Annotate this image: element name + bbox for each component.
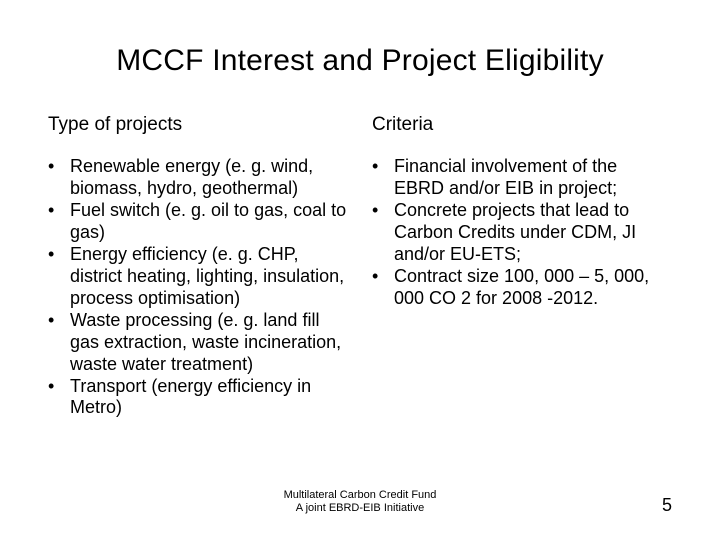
left-column: Type of projects •Renewable energy (e. g… [48, 114, 348, 419]
footer-line-2: A joint EBRD-EIB Initiative [0, 502, 720, 516]
footer-line-1: Multilateral Carbon Credit Fund [0, 489, 720, 503]
right-list: •Financial involvement of the EBRD and/o… [372, 156, 672, 310]
list-item-text: Renewable energy (e. g. wind, biomass, h… [70, 156, 348, 200]
page-number: 5 [662, 495, 672, 516]
list-item-text: Financial involvement of the EBRD and/or… [394, 156, 672, 200]
list-item-text: Fuel switch (e. g. oil to gas, coal to g… [70, 200, 348, 244]
bullet-icon: • [48, 244, 70, 310]
list-item: •Energy efficiency (e. g. CHP, district … [48, 244, 348, 310]
bullet-icon: • [372, 266, 394, 310]
bullet-icon: • [372, 200, 394, 266]
list-item-text: Transport (energy efficiency in Metro) [70, 376, 348, 420]
list-item: •Transport (energy efficiency in Metro) [48, 376, 348, 420]
bullet-icon: • [48, 376, 70, 420]
slide: MCCF Interest and Project Eligibility Ty… [0, 0, 720, 540]
bullet-icon: • [372, 156, 394, 200]
slide-title: MCCF Interest and Project Eligibility [48, 44, 672, 78]
list-item-text: Energy efficiency (e. g. CHP, district h… [70, 244, 348, 310]
list-item-text: Concrete projects that lead to Carbon Cr… [394, 200, 672, 266]
list-item: •Financial involvement of the EBRD and/o… [372, 156, 672, 200]
bullet-icon: • [48, 156, 70, 200]
list-item: •Renewable energy (e. g. wind, biomass, … [48, 156, 348, 200]
right-heading: Criteria [372, 114, 672, 136]
content-columns: Type of projects •Renewable energy (e. g… [48, 114, 672, 419]
list-item: •Concrete projects that lead to Carbon C… [372, 200, 672, 266]
list-item: •Contract size 100, 000 – 5, 000, 000 CO… [372, 266, 672, 310]
left-list: •Renewable energy (e. g. wind, biomass, … [48, 156, 348, 419]
list-item-text: Contract size 100, 000 – 5, 000, 000 CO … [394, 266, 672, 310]
right-column: Criteria •Financial involvement of the E… [372, 114, 672, 419]
bullet-icon: • [48, 200, 70, 244]
list-item: •Waste processing (e. g. land fill gas e… [48, 310, 348, 376]
list-item: •Fuel switch (e. g. oil to gas, coal to … [48, 200, 348, 244]
footer: Multilateral Carbon Credit Fund A joint … [0, 489, 720, 517]
list-item-text: Waste processing (e. g. land fill gas ex… [70, 310, 348, 376]
bullet-icon: • [48, 310, 70, 376]
left-heading: Type of projects [48, 114, 348, 136]
